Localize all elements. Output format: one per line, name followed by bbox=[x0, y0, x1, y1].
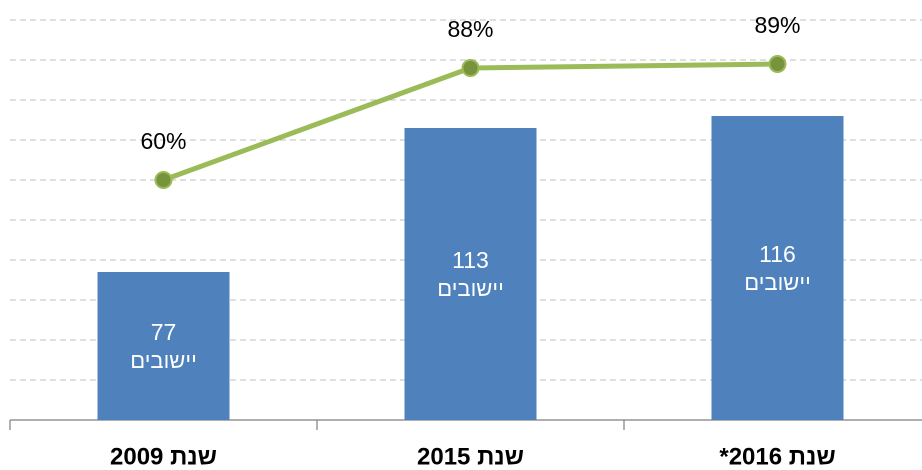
bar bbox=[97, 272, 230, 420]
bar-value-label: 116 bbox=[759, 241, 796, 267]
bar bbox=[404, 128, 537, 420]
line-marker bbox=[461, 59, 480, 77]
line-marker bbox=[154, 171, 173, 189]
line-value-label: 89% bbox=[754, 12, 800, 38]
bar bbox=[711, 116, 844, 420]
x-tick-label: שנת 2015 bbox=[417, 443, 524, 470]
bar-value-label: 77 bbox=[151, 319, 177, 345]
line-value-label: 88% bbox=[447, 16, 493, 42]
bar-value-label: 113 bbox=[452, 247, 489, 273]
x-tick-label: שנת 2016* bbox=[719, 443, 835, 470]
line-marker bbox=[768, 55, 787, 73]
bar-unit-label: יישובים bbox=[744, 270, 811, 295]
line-value-label: 60% bbox=[140, 128, 186, 154]
bar-unit-label: יישובים bbox=[130, 348, 197, 373]
bar-unit-label: יישובים bbox=[437, 276, 504, 301]
x-tick-label: שנת 2009 bbox=[110, 443, 217, 470]
